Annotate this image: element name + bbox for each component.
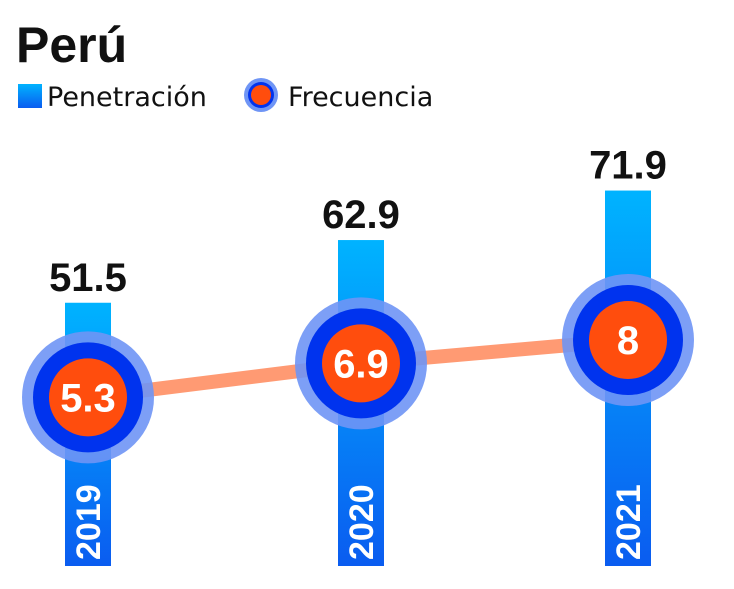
value-label-penetracion-2021: 71.9 [589,144,667,188]
value-label-frecuencia-2021: 8 [617,319,639,363]
marker-frecuencia-2019 [49,358,127,437]
category-label-2021: 2021 [610,484,648,560]
category-label-2019: 2019 [70,484,108,560]
value-label-penetracion-2020: 62.9 [322,193,400,237]
legend-label-penetracion: Penetración [47,82,207,113]
value-label-penetracion-2019: 51.5 [49,256,127,300]
legend-label-frecuencia: Frecuencia [288,82,433,113]
marker-frecuencia-2021 [589,301,667,379]
legend-swatch-penetracion [18,84,42,108]
legend: Penetración Frecuencia [18,78,433,113]
chart-title: Perú [16,17,127,73]
category-label-2020: 2020 [343,484,381,560]
marker-frecuencia-2020 [322,324,400,403]
value-label-frecuencia-2020: 6.9 [333,342,389,386]
legend-marker-frecuencia [251,85,271,105]
value-label-frecuencia-2019: 5.3 [60,376,116,420]
